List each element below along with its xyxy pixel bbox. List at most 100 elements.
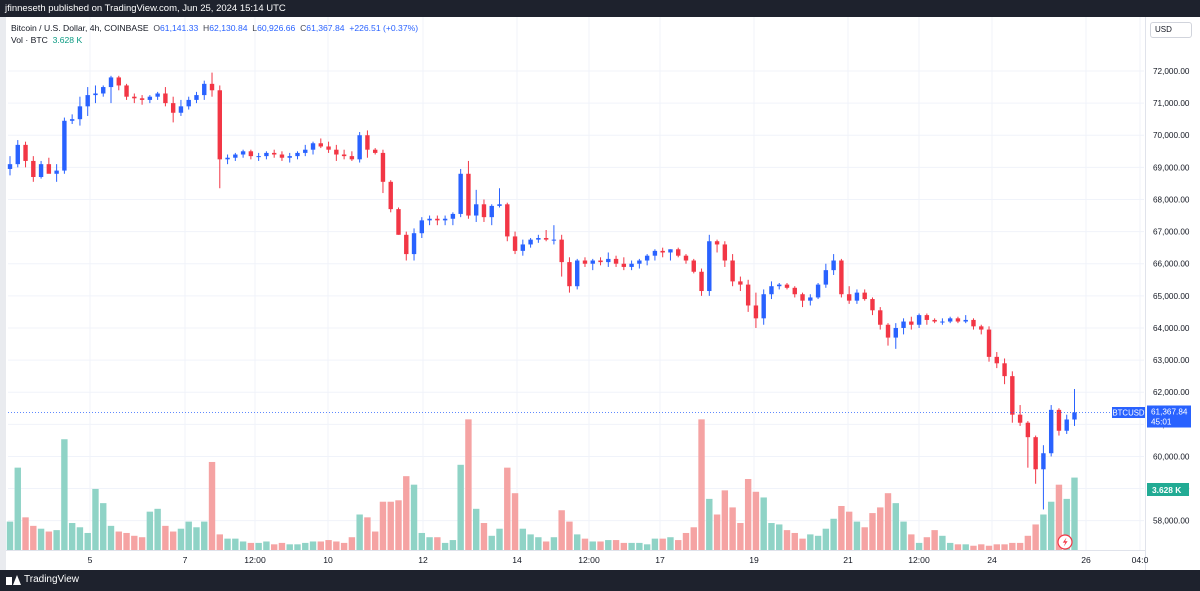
volume-bar	[1001, 544, 1008, 550]
volume-bar	[403, 476, 410, 550]
volume-bar	[1047, 501, 1055, 550]
candle-body	[481, 204, 487, 218]
volume-bar	[900, 521, 907, 550]
candle-body	[567, 262, 572, 287]
candle-body	[62, 120, 67, 171]
volume-bar	[807, 534, 814, 550]
bar-countdown: 45:01	[1151, 418, 1172, 427]
last-price-value: 61,367.84	[1151, 408, 1188, 417]
candle-body	[248, 151, 254, 157]
candle-body	[520, 244, 526, 251]
candle-body	[139, 98, 145, 100]
volume-bar	[356, 514, 363, 550]
volume-bar	[752, 491, 760, 550]
volume-bar	[325, 540, 332, 550]
volume-bars	[6, 419, 1078, 550]
candle-body	[994, 356, 999, 364]
volume-bar	[294, 544, 301, 550]
volume-bar	[68, 523, 76, 550]
candle-body	[1010, 376, 1015, 415]
candle-body	[93, 93, 98, 96]
candle-body	[365, 135, 370, 150]
open-label: O	[153, 23, 161, 33]
candle-body	[458, 173, 463, 214]
volume-bar	[302, 542, 309, 550]
volume-bar	[496, 528, 503, 550]
candle-body	[15, 144, 20, 165]
volume-bar	[247, 542, 255, 550]
volume-bar	[30, 525, 37, 550]
candle-body	[271, 152, 277, 155]
candle-body	[442, 218, 448, 221]
candle-body	[528, 239, 533, 245]
candle-body	[1048, 409, 1054, 454]
tradingview-logo[interactable]: TradingView	[6, 574, 79, 585]
time-tick-label: 12:00	[908, 555, 930, 565]
volume-bar	[1040, 514, 1047, 550]
candle-body	[77, 106, 83, 120]
candle-body	[924, 315, 930, 320]
volume-bar	[418, 532, 426, 550]
volume-bar	[37, 528, 45, 550]
volume-bar	[286, 544, 293, 550]
volume-bar	[939, 535, 946, 550]
candle-body	[450, 213, 456, 219]
volume-bar	[115, 531, 122, 550]
currency-selector[interactable]: USD	[1150, 22, 1192, 38]
close-label: C	[300, 23, 307, 33]
candle-body	[590, 260, 595, 264]
time-tick-label: 12:00	[244, 555, 266, 565]
candle-body	[854, 292, 860, 301]
price-tick-label: 67,000.00	[1153, 228, 1190, 237]
volume-bar	[597, 541, 604, 550]
candle-body	[23, 144, 28, 161]
candle-body	[606, 258, 611, 263]
volume-bar	[713, 514, 721, 550]
symbol-description[interactable]: Bitcoin / U.S. Dollar, 4h, COINBASE	[11, 23, 149, 33]
candle-body	[435, 218, 440, 221]
volume-bar	[612, 540, 620, 550]
volume-bar	[581, 538, 589, 550]
price-axis[interactable]: 72,000.00 71,000.00 70,000.00 69,000.00 68,0…	[1153, 67, 1190, 526]
price-tick-label: 60,000.00	[1153, 452, 1190, 461]
volume-label[interactable]: Vol · BTC	[11, 35, 48, 45]
volume-bar	[628, 542, 635, 550]
volume-bar	[340, 542, 348, 550]
candle-body	[745, 284, 751, 306]
candle-body	[69, 119, 75, 121]
volume-bar	[1071, 477, 1078, 550]
lightning-icon[interactable]	[1057, 534, 1073, 550]
candle-body	[644, 255, 650, 261]
volume-bar	[768, 523, 775, 550]
candle-body	[722, 244, 728, 261]
price-tick-label: 70,000.00	[1153, 131, 1190, 140]
candle-body	[1033, 437, 1038, 470]
volume-bar	[721, 490, 729, 550]
volume-bar	[527, 534, 534, 550]
time-axis[interactable]: 5 7 12:00 10 12 14 12:00 17 19 21 12:00 24 26 04:0	[88, 555, 1149, 565]
candle-body	[349, 156, 355, 160]
candle-body	[489, 205, 494, 218]
time-tick-label: 26	[1081, 555, 1091, 565]
volume-bar	[92, 488, 99, 550]
high-value: 62,130.84	[209, 23, 248, 33]
volume-bar	[434, 537, 441, 550]
volume-bar	[962, 544, 969, 550]
volume-bar	[76, 527, 84, 550]
volume-bar	[861, 527, 868, 550]
candle-body	[559, 239, 564, 263]
volume-bar	[410, 484, 418, 550]
candle-body	[668, 249, 673, 253]
time-tick-label: 7	[183, 555, 188, 565]
volume-bar	[636, 542, 643, 550]
candle-body	[194, 95, 199, 100]
volume-bar	[643, 544, 651, 550]
candle-body	[101, 87, 106, 94]
candle-body	[551, 239, 557, 241]
candle-body	[474, 204, 479, 216]
volume-bar	[138, 537, 146, 550]
candle-body	[986, 329, 992, 357]
candle-body	[582, 260, 588, 264]
price-chart[interactable]: 72,000.00 71,000.00 70,000.00 69,000.00 68,0…	[0, 17, 1200, 570]
candle-body	[676, 249, 681, 256]
